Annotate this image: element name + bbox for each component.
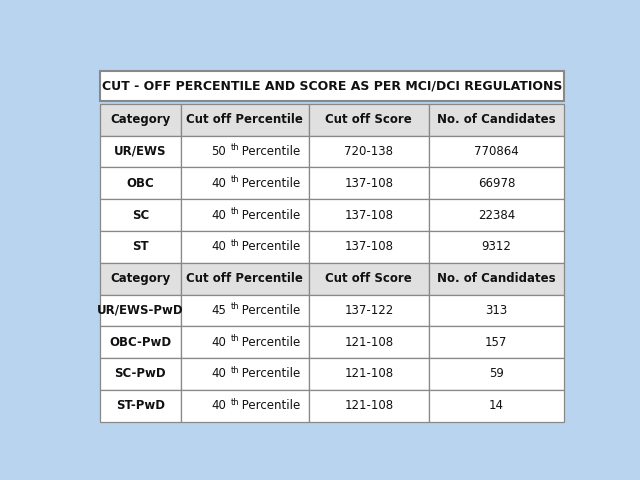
Text: 40: 40	[211, 177, 226, 190]
Text: 59: 59	[489, 368, 504, 381]
Text: OBC-PwD: OBC-PwD	[109, 336, 172, 348]
Bar	[100, 168, 181, 199]
Text: th: th	[231, 144, 239, 152]
Text: 14: 14	[489, 399, 504, 412]
Text: 121-108: 121-108	[344, 399, 394, 412]
Text: 40: 40	[211, 240, 226, 253]
Bar	[308, 104, 429, 135]
Bar	[100, 231, 181, 263]
Bar	[308, 168, 429, 199]
Bar	[181, 390, 308, 421]
Text: UR/EWS-PwD: UR/EWS-PwD	[97, 304, 184, 317]
Text: 121-108: 121-108	[344, 368, 394, 381]
Text: Cut off Percentile: Cut off Percentile	[186, 272, 303, 285]
Bar	[181, 263, 308, 295]
Text: 157: 157	[485, 336, 508, 348]
Text: Cut off Score: Cut off Score	[326, 113, 412, 126]
Text: OBC: OBC	[127, 177, 154, 190]
Bar	[181, 135, 308, 168]
Bar	[429, 295, 564, 326]
Text: 40: 40	[211, 336, 226, 348]
Bar	[100, 263, 181, 295]
Text: 40: 40	[211, 399, 226, 412]
Bar	[100, 135, 181, 168]
Text: th: th	[231, 397, 239, 407]
Text: Percentile: Percentile	[238, 240, 301, 253]
Bar	[181, 326, 308, 358]
Text: 45: 45	[211, 304, 226, 317]
Text: ST: ST	[132, 240, 148, 253]
Text: 121-108: 121-108	[344, 336, 394, 348]
Bar	[181, 168, 308, 199]
Bar	[181, 199, 308, 231]
Text: UR/EWS: UR/EWS	[114, 145, 166, 158]
Text: No. of Candidates: No. of Candidates	[437, 113, 556, 126]
Text: SC: SC	[132, 208, 149, 222]
Text: 50: 50	[211, 145, 226, 158]
Text: Percentile: Percentile	[238, 145, 301, 158]
Text: Category: Category	[110, 272, 170, 285]
Text: th: th	[231, 207, 239, 216]
Bar	[100, 104, 181, 135]
Bar	[429, 231, 564, 263]
Text: No. of Candidates: No. of Candidates	[437, 272, 556, 285]
Text: 22384: 22384	[477, 208, 515, 222]
Bar	[429, 358, 564, 390]
Text: 137-122: 137-122	[344, 304, 394, 317]
Bar	[308, 358, 429, 390]
Text: th: th	[231, 239, 239, 248]
Text: 40: 40	[211, 208, 226, 222]
Text: SC-PwD: SC-PwD	[115, 368, 166, 381]
Bar	[308, 326, 429, 358]
Bar	[181, 358, 308, 390]
Text: 770864: 770864	[474, 145, 519, 158]
Bar	[181, 295, 308, 326]
Bar	[429, 199, 564, 231]
Text: 137-108: 137-108	[344, 240, 394, 253]
Text: Percentile: Percentile	[238, 208, 301, 222]
Bar	[308, 231, 429, 263]
Bar	[429, 168, 564, 199]
Text: th: th	[231, 366, 239, 375]
Bar	[429, 390, 564, 421]
Text: 137-108: 137-108	[344, 208, 394, 222]
Text: 40: 40	[211, 368, 226, 381]
Text: Cut off Percentile: Cut off Percentile	[186, 113, 303, 126]
Bar	[308, 295, 429, 326]
Text: 66978: 66978	[477, 177, 515, 190]
Text: th: th	[231, 334, 239, 343]
Bar	[429, 104, 564, 135]
Bar	[100, 390, 181, 421]
Text: th: th	[231, 175, 239, 184]
Text: th: th	[231, 302, 239, 311]
Bar	[308, 199, 429, 231]
Text: CUT - OFF PERCENTILE AND SCORE AS PER MCI/DCI REGULATIONS: CUT - OFF PERCENTILE AND SCORE AS PER MC…	[102, 79, 562, 92]
Bar	[429, 263, 564, 295]
Text: 313: 313	[485, 304, 508, 317]
Bar	[308, 135, 429, 168]
Text: Percentile: Percentile	[238, 399, 301, 412]
Bar	[100, 358, 181, 390]
Text: 720-138: 720-138	[344, 145, 394, 158]
Text: Percentile: Percentile	[238, 368, 301, 381]
Bar	[429, 326, 564, 358]
Text: Category: Category	[110, 113, 170, 126]
Bar	[100, 71, 564, 101]
Text: ST-PwD: ST-PwD	[116, 399, 165, 412]
Bar	[181, 104, 308, 135]
Text: Cut off Score: Cut off Score	[326, 272, 412, 285]
Text: Percentile: Percentile	[238, 177, 301, 190]
Text: Percentile: Percentile	[238, 304, 301, 317]
Text: 137-108: 137-108	[344, 177, 394, 190]
Text: Percentile: Percentile	[238, 336, 301, 348]
Text: 9312: 9312	[481, 240, 511, 253]
Bar	[100, 295, 181, 326]
Bar	[308, 390, 429, 421]
Bar	[181, 231, 308, 263]
Bar	[308, 263, 429, 295]
Bar	[100, 326, 181, 358]
Bar	[429, 135, 564, 168]
Bar	[100, 199, 181, 231]
